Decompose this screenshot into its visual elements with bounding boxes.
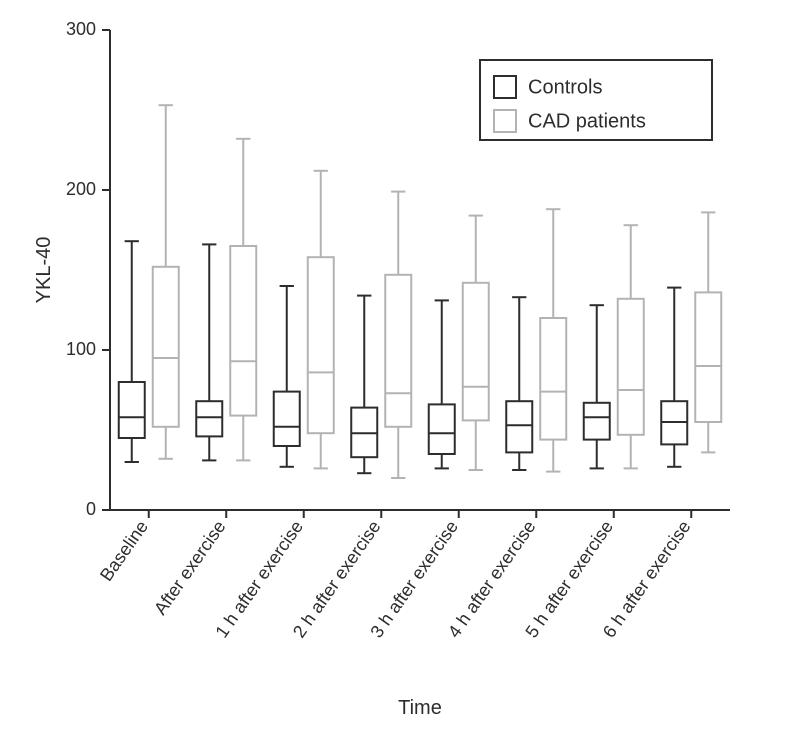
legend-label: Controls — [528, 77, 602, 99]
legend-label: CAD patients — [528, 111, 646, 133]
y-tick-label: 200 — [66, 179, 96, 199]
legend-swatch — [494, 110, 516, 132]
chart-svg: 0100200300YKL-40BaselineAfter exercise1 … — [0, 0, 800, 734]
x-axis-label: Time — [398, 697, 442, 719]
y-tick-label: 0 — [86, 499, 96, 519]
y-tick-label: 100 — [66, 339, 96, 359]
ykl40-boxplot-chart: 0100200300YKL-40BaselineAfter exercise1 … — [0, 0, 800, 734]
y-tick-label: 300 — [66, 19, 96, 39]
y-axis-label: YKL-40 — [33, 237, 55, 304]
legend-swatch — [494, 76, 516, 98]
legend: Controls CAD patients — [480, 60, 712, 140]
